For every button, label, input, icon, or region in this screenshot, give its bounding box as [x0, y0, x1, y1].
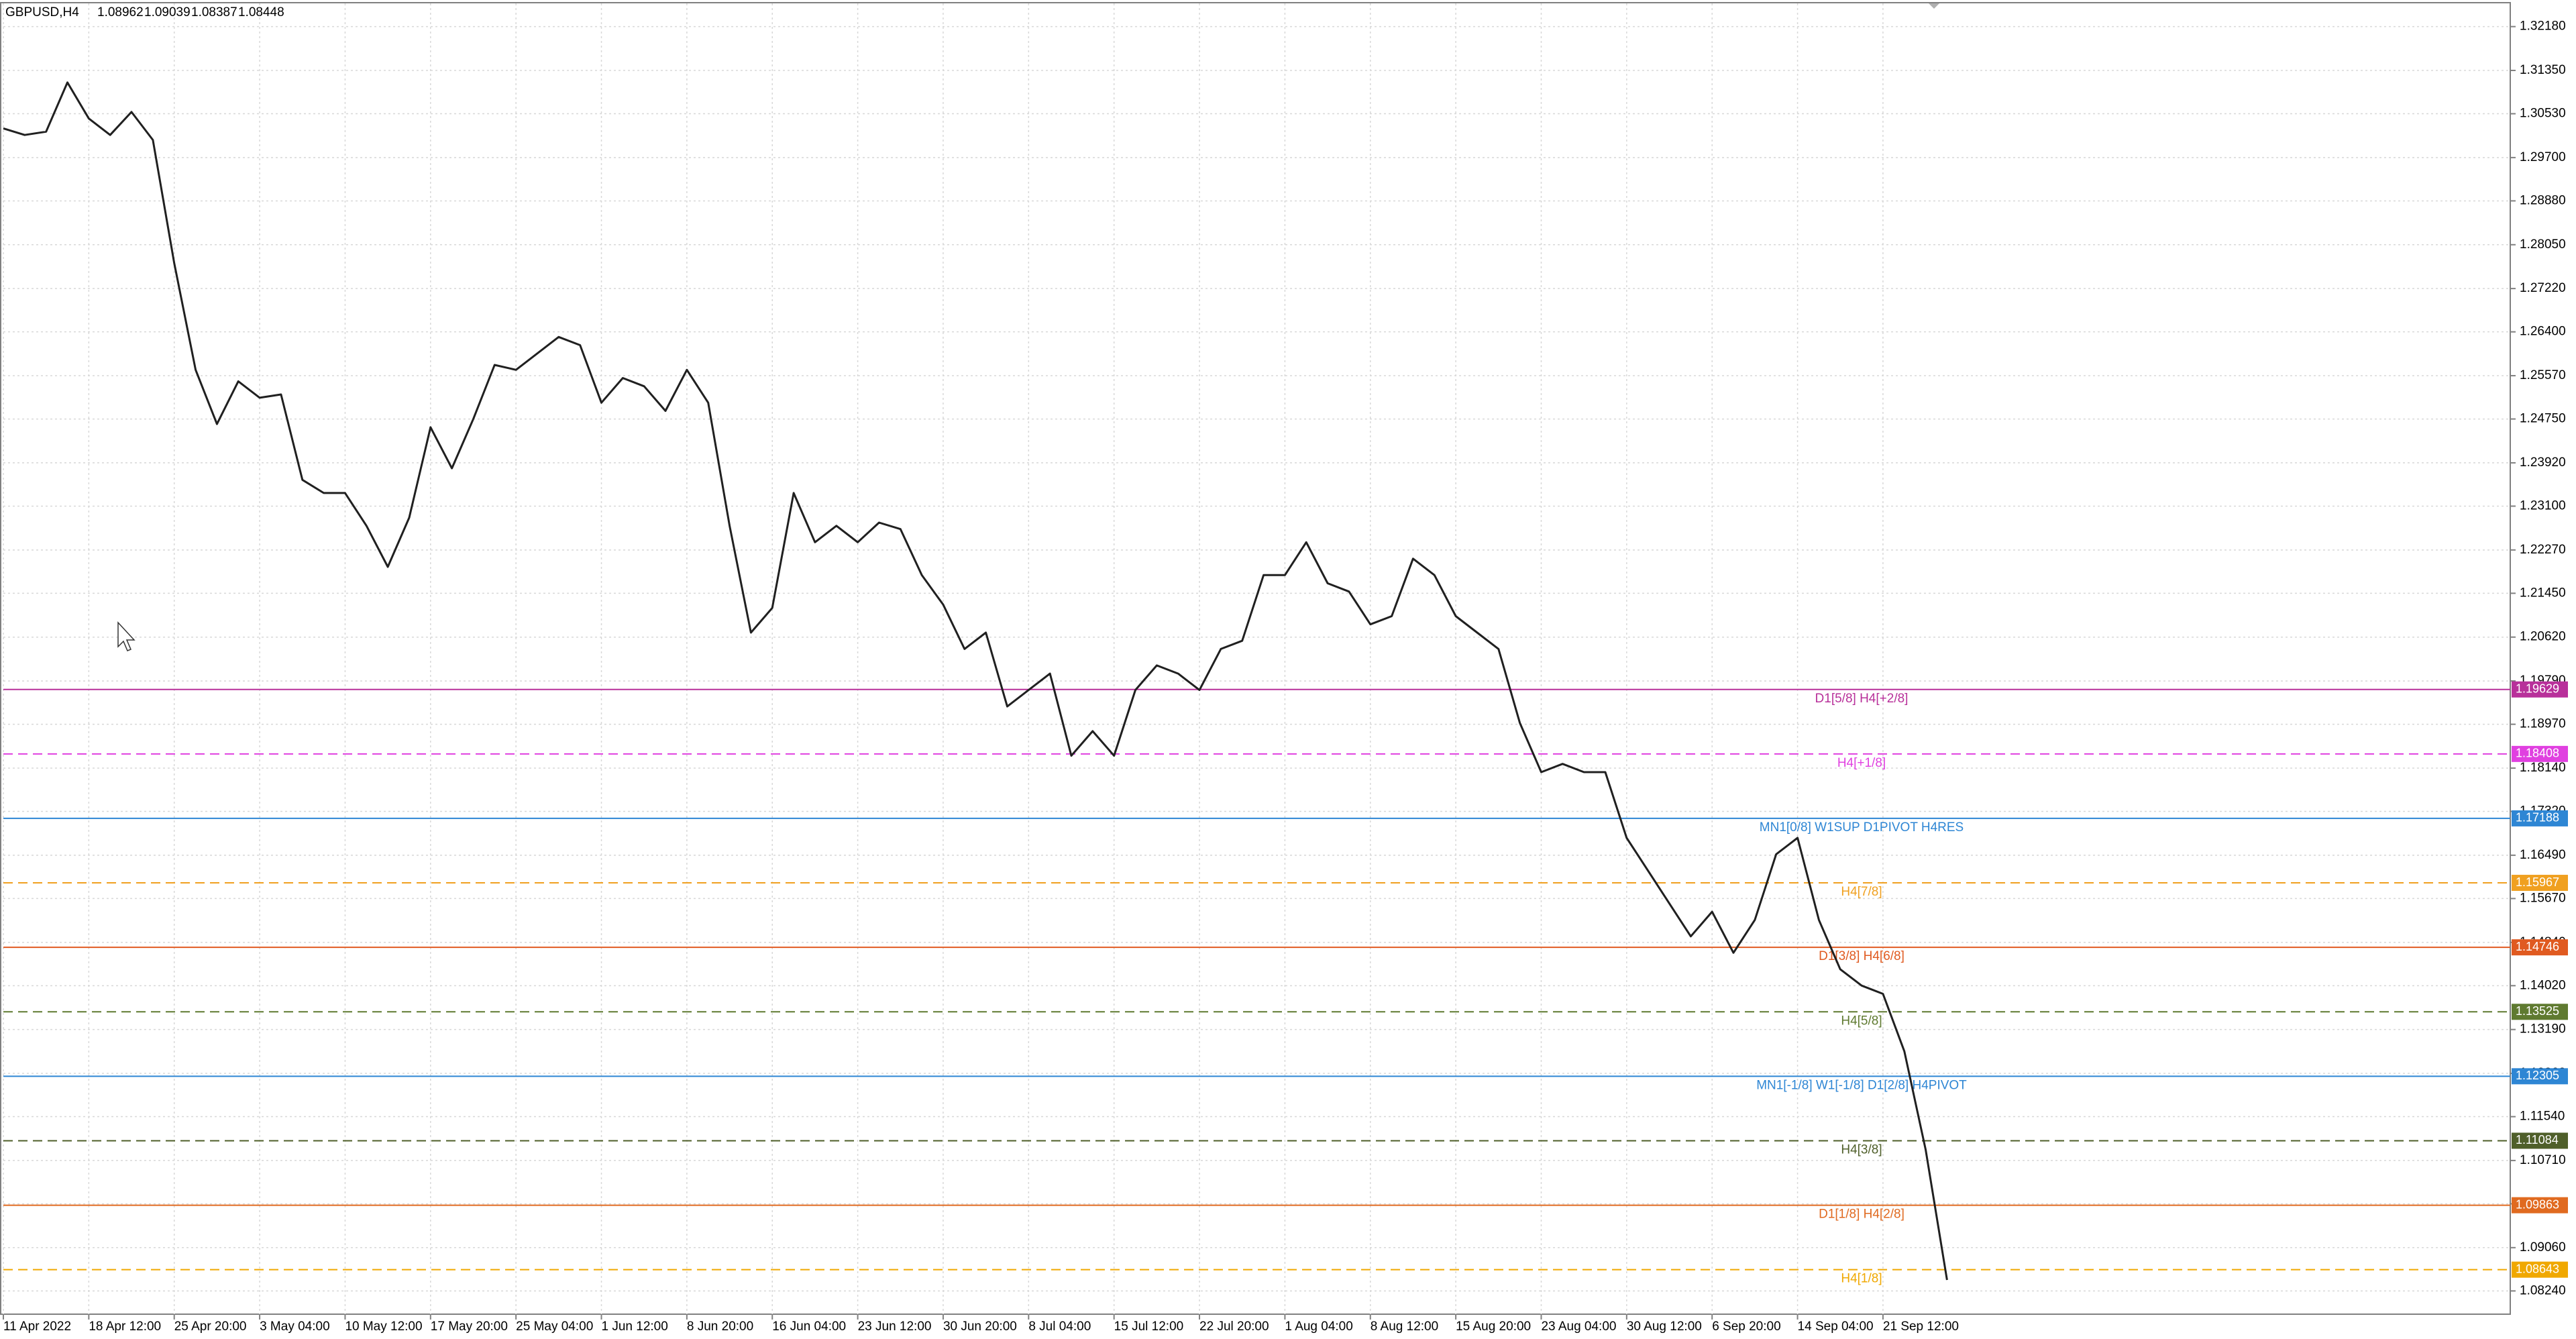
x-tick-label: 25 Apr 20:00: [174, 1320, 247, 1334]
y-tick-label: 1.31350: [2520, 63, 2566, 77]
x-tick-label: 8 Jun 20:00: [687, 1320, 753, 1334]
level-label: D1[1/8] H4[2/8]: [1819, 1208, 1904, 1222]
level-label: MN1[-1/8] W1[-1/8] D1[2/8] H4PIVOT: [1756, 1078, 1967, 1092]
x-tick-label: 6 Sep 20:00: [1712, 1320, 1780, 1334]
y-tick-label: 1.13190: [2520, 1022, 2566, 1036]
y-tick-label: 1.23100: [2520, 498, 2566, 513]
level-label: H4[3/8]: [1841, 1142, 1882, 1157]
y-tick-label: 1.29700: [2520, 150, 2566, 164]
price-line: [3, 81, 1948, 1281]
level-label: D1[5/8] H4[+2/8]: [1815, 692, 1909, 706]
x-tick-label: 23 Jun 12:00: [858, 1320, 932, 1334]
y-tick-label: 1.18970: [2520, 717, 2566, 731]
level-label: D1[3/8] H4[6/8]: [1819, 949, 1904, 963]
x-tick-label: 14 Sep 04:00: [1798, 1320, 1874, 1334]
price-tag: [2512, 1132, 2568, 1149]
x-tick-label: 23 Aug 04:00: [1541, 1320, 1616, 1334]
price-tag-label: 1.14746: [2516, 940, 2559, 953]
plot-layer: D1[5/8] H4[+2/8] H4[+1/8] MN1[0/8] W1SUP D…: [3, 3, 2516, 1320]
y-tick-label: 1.15670: [2520, 891, 2566, 905]
y-tick-label: 1.08240: [2520, 1283, 2566, 1297]
price-tag-label: 1.08643: [2516, 1262, 2559, 1275]
ohlc-low: 1.08387: [191, 5, 237, 19]
ohlc-high: 1.09039: [144, 5, 191, 19]
x-tick-label: 16 Jun 04:00: [772, 1320, 846, 1334]
level-label: H4[7/8]: [1841, 885, 1882, 899]
price-tag: [2512, 1197, 2568, 1214]
x-tick-label: 25 May 04:00: [516, 1320, 593, 1334]
x-tick-label: 15 Aug 20:00: [1456, 1320, 1531, 1334]
price-tag-label: 1.18408: [2516, 747, 2559, 760]
y-tick-label: 1.28880: [2520, 193, 2566, 207]
y-tick-label: 1.20620: [2520, 630, 2566, 644]
x-tick-label: 21 Sep 12:00: [1883, 1320, 1959, 1334]
y-tick-label: 1.28050: [2520, 237, 2566, 252]
x-tick-label: 30 Jun 20:00: [943, 1320, 1017, 1334]
x-tick-label: 3 May 04:00: [260, 1320, 330, 1334]
level-label: H4[1/8]: [1841, 1272, 1882, 1286]
y-tick-label: 1.26400: [2520, 325, 2566, 339]
price-tag-label: 1.17188: [2516, 811, 2559, 824]
x-tick-label: 8 Aug 12:00: [1371, 1320, 1438, 1334]
y-tick-label: 1.11540: [2520, 1110, 2565, 1124]
y-tick-label: 1.25570: [2520, 368, 2566, 382]
x-tick-label: 22 Jul 20:00: [1199, 1320, 1269, 1334]
ohlc-close: 1.08448: [238, 5, 284, 19]
price-tag: [2512, 1004, 2568, 1020]
ohlc-open: 1.08962: [97, 5, 144, 19]
price-tag: [2512, 681, 2568, 698]
price-tag: [2512, 939, 2568, 956]
mouse-cursor: [117, 621, 136, 651]
y-tick-label: 1.14020: [2520, 978, 2566, 992]
plot-frame: [0, 2, 2511, 1315]
x-tick-label: 17 May 20:00: [431, 1320, 508, 1334]
price-tag-label: 1.13525: [2516, 1004, 2559, 1018]
x-tick-label: 8 Jul 04:00: [1028, 1320, 1091, 1334]
y-tick-label: 1.30530: [2520, 107, 2566, 121]
level-label: MN1[0/8] W1SUP D1PIVOT H4RES: [1760, 820, 1964, 835]
shift-marker: [1929, 3, 1939, 9]
level-label: H4[5/8]: [1841, 1014, 1882, 1028]
price-tag-label: 1.11084: [2516, 1133, 2559, 1146]
y-tick-label: 1.16490: [2520, 848, 2566, 862]
price-tag-label: 1.15967: [2516, 875, 2559, 889]
y-tick-label: 1.22270: [2520, 543, 2566, 557]
y-tick-label: 1.23920: [2520, 456, 2566, 470]
price-tag: [2512, 1261, 2568, 1278]
y-tick-label: 1.18140: [2520, 761, 2566, 775]
price-tag: [2512, 1068, 2568, 1085]
x-tick-label: 1 Jun 12:00: [602, 1320, 668, 1334]
y-tick-label: 1.21450: [2520, 586, 2566, 600]
level-label: H4[+1/8]: [1837, 756, 1886, 770]
price-tag: [2512, 810, 2568, 826]
price-tag-label: 1.19629: [2516, 682, 2559, 695]
x-tick-label: 18 Apr 12:00: [89, 1320, 161, 1334]
x-tick-label: 11 Apr 2022: [3, 1320, 71, 1334]
y-tick-label: 1.24750: [2520, 412, 2566, 426]
price-tag-label: 1.12305: [2516, 1069, 2559, 1082]
x-tick-label: 30 Aug 12:00: [1627, 1320, 1702, 1334]
price-tag: [2512, 875, 2568, 892]
price-tag: [2512, 745, 2568, 762]
symbol-title: GBPUSD,H4: [5, 5, 79, 19]
y-tick-label: 1.32180: [2520, 19, 2566, 34]
y-tick-label: 1.09060: [2520, 1240, 2566, 1254]
x-tick-label: 10 May 12:00: [345, 1320, 422, 1334]
x-tick-label: 1 Aug 04:00: [1285, 1320, 1352, 1334]
price-tag-label: 1.09863: [2516, 1197, 2559, 1211]
x-tick-label: 15 Jul 12:00: [1114, 1320, 1184, 1334]
y-tick-label: 1.27220: [2520, 281, 2566, 295]
y-tick-label: 1.10710: [2520, 1153, 2566, 1167]
